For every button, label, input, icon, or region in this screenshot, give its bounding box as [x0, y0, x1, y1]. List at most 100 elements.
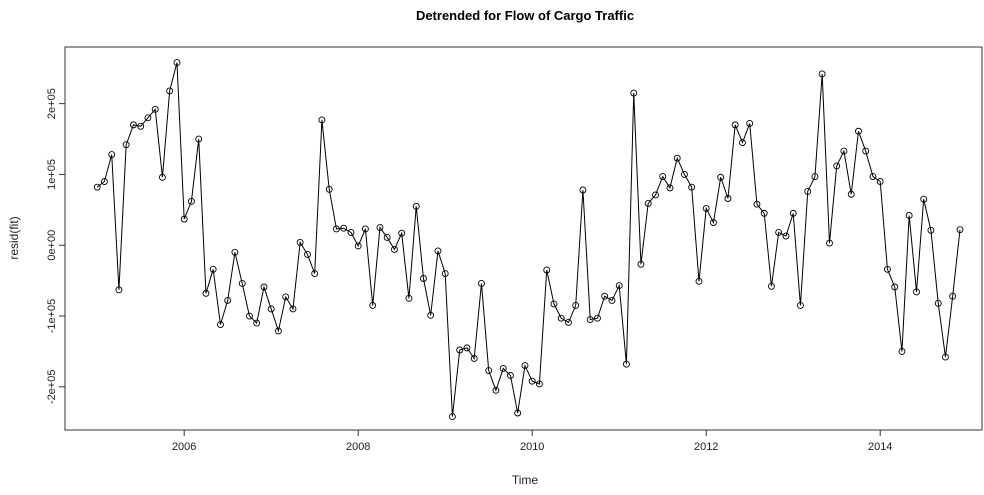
point [506, 372, 514, 379]
point [833, 162, 841, 170]
point [673, 154, 681, 162]
point [485, 367, 493, 374]
point [108, 151, 116, 159]
point [753, 200, 761, 208]
point [913, 288, 920, 296]
point [876, 178, 884, 185]
point [855, 127, 862, 135]
point [311, 270, 319, 277]
point [739, 139, 746, 147]
point [927, 226, 935, 234]
point [354, 242, 362, 250]
point [144, 114, 152, 122]
point [862, 147, 870, 155]
y-axis-label: resid(fit) [7, 216, 21, 259]
point [434, 247, 442, 255]
x-tick-label: 2012 [694, 441, 718, 453]
point [615, 282, 623, 290]
y-tick-label: 0e+00 [46, 230, 58, 261]
point [847, 190, 855, 198]
point [231, 248, 239, 256]
point [296, 238, 304, 246]
point [826, 239, 833, 247]
point [267, 305, 275, 313]
point [514, 409, 522, 417]
y-tick-label: -2e+05 [46, 370, 58, 405]
point [840, 147, 848, 155]
point [891, 283, 899, 291]
point [920, 195, 928, 203]
point [702, 204, 710, 212]
point [289, 305, 297, 313]
point [586, 316, 594, 324]
point [796, 301, 804, 309]
point [905, 212, 913, 219]
point [383, 233, 391, 241]
point [557, 314, 565, 322]
point [217, 321, 224, 328]
point [173, 59, 181, 67]
point [195, 135, 203, 143]
point [238, 280, 246, 287]
point [956, 226, 964, 234]
point [304, 250, 311, 258]
point [688, 183, 696, 191]
point [746, 120, 754, 127]
point [644, 200, 652, 207]
y-tick-label: 1e+05 [46, 159, 58, 190]
point [260, 283, 268, 291]
point [282, 293, 290, 301]
point [187, 197, 195, 205]
point [130, 121, 137, 129]
point [659, 173, 667, 181]
point [695, 277, 703, 285]
point [709, 219, 717, 227]
point [412, 202, 420, 210]
point [608, 296, 616, 304]
point [934, 299, 942, 307]
point [332, 225, 340, 233]
point [535, 380, 543, 388]
point [942, 353, 949, 361]
point [427, 311, 435, 319]
point [550, 300, 558, 308]
point [492, 386, 500, 394]
point [245, 312, 253, 320]
point [622, 360, 630, 368]
point [804, 187, 812, 195]
point [470, 355, 478, 362]
y-tick-label: 2e+05 [46, 88, 58, 119]
series-line [96, 62, 961, 417]
point [180, 215, 188, 223]
point [630, 89, 638, 97]
point [361, 225, 369, 233]
point [478, 280, 485, 287]
point [441, 270, 449, 277]
point [151, 105, 159, 113]
point [528, 377, 536, 385]
point [137, 122, 145, 130]
point [601, 292, 609, 300]
point [543, 266, 551, 274]
plot-frame [64, 46, 983, 431]
point [869, 173, 877, 181]
point [391, 246, 398, 253]
point [209, 265, 217, 273]
point [898, 347, 906, 355]
x-tick-label: 2008 [346, 441, 370, 453]
point [811, 173, 819, 181]
point [818, 70, 826, 78]
point [419, 275, 427, 282]
point [158, 173, 166, 181]
chart-title: Detrended for Flow of Cargo Traffic [416, 8, 634, 23]
x-tick-label: 2010 [520, 441, 544, 453]
point [521, 362, 529, 370]
point [340, 224, 348, 232]
point [637, 260, 645, 268]
point [115, 286, 123, 294]
point [274, 327, 282, 335]
point [369, 301, 377, 309]
point [325, 185, 333, 193]
point [789, 209, 797, 217]
